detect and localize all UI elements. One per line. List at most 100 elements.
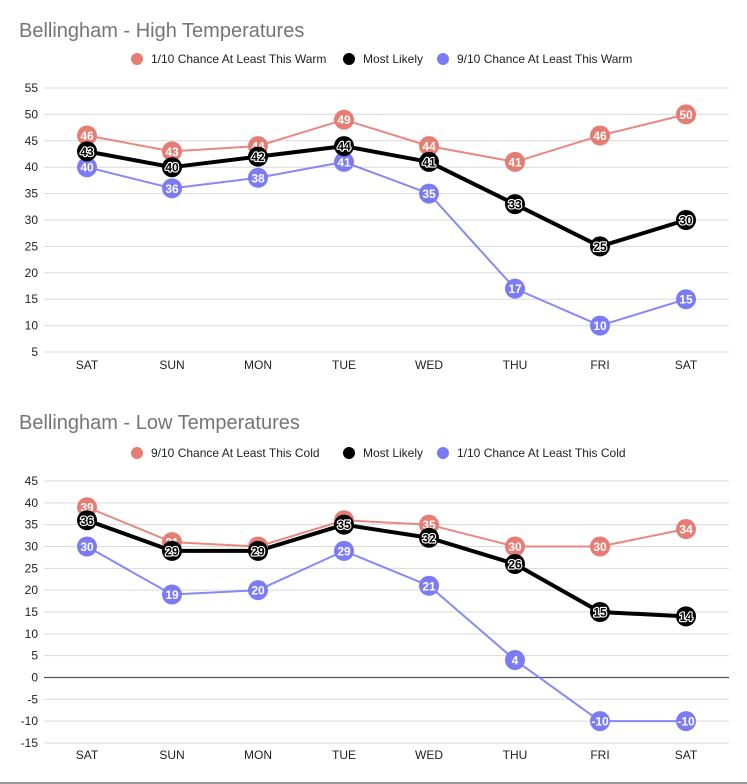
legend-item[interactable]: 1/10 Chance At Least This Cold — [437, 446, 626, 460]
legend-item[interactable]: 9/10 Chance At Least This Cold — [131, 446, 320, 460]
x-tick-label: SUN — [159, 358, 184, 372]
data-point[interactable] — [162, 141, 182, 162]
data-point[interactable] — [505, 553, 525, 574]
data-label: 50 — [679, 108, 693, 122]
data-label: 41 — [508, 155, 522, 169]
data-point[interactable] — [676, 210, 696, 230]
data-point[interactable] — [77, 157, 97, 178]
legend-item[interactable]: Most Likely — [343, 446, 423, 460]
y-tick-label: 25 — [25, 561, 39, 575]
data-point[interactable] — [590, 602, 610, 622]
chart-title-low: Bellingham - Low Temperatures — [19, 412, 300, 434]
data-point[interactable] — [248, 167, 268, 188]
y-tick-label: 30 — [25, 540, 39, 554]
data-label: 36 — [80, 514, 94, 528]
data-point[interactable] — [248, 540, 268, 561]
y-tick-label: 10 — [25, 627, 39, 641]
legend-item[interactable]: 1/10 Chance At Least This Warm — [131, 52, 326, 66]
data-point[interactable] — [334, 109, 354, 130]
data-label: 41 — [337, 155, 351, 169]
chart-title-high: Bellingham - High Temperatures — [19, 20, 305, 42]
data-point[interactable] — [590, 536, 610, 557]
data-point[interactable] — [419, 527, 439, 548]
data-point[interactable] — [248, 146, 268, 167]
data-label: 25 — [593, 240, 607, 254]
series-line — [86, 144, 687, 249]
x-tick-label: THU — [503, 748, 528, 762]
y-tick-label: 5 — [31, 345, 38, 359]
data-label: 26 — [508, 557, 522, 571]
data-point[interactable] — [590, 125, 610, 146]
data-point[interactable] — [676, 289, 696, 310]
legend-label: 1/10 Chance At Least This Cold — [457, 446, 626, 460]
series-line — [86, 518, 687, 619]
data-point[interactable] — [676, 519, 696, 540]
data-label: 4 — [512, 654, 519, 668]
data-label: 41 — [422, 155, 436, 169]
x-tick-label: WED — [415, 358, 443, 372]
x-tick-label: SAT — [675, 358, 698, 372]
y-tick-label: -15 — [21, 736, 39, 750]
legend-marker-icon — [131, 53, 143, 65]
data-label: 21 — [422, 579, 436, 593]
legend-item[interactable]: 9/10 Chance At Least This Warm — [437, 52, 632, 66]
x-tick-label: FRI — [590, 748, 609, 762]
data-point[interactable] — [676, 711, 696, 732]
data-point[interactable] — [77, 125, 97, 146]
data-point[interactable] — [334, 540, 354, 561]
data-point[interactable] — [334, 136, 354, 157]
data-label: 15 — [679, 293, 693, 307]
data-point[interactable] — [419, 575, 439, 596]
data-label: 40 — [80, 161, 94, 175]
data-point[interactable] — [419, 183, 439, 204]
series-line — [86, 160, 687, 327]
x-tick-label: FRI — [590, 358, 609, 372]
data-point[interactable] — [419, 151, 439, 172]
data-label: 29 — [165, 544, 179, 558]
data-point[interactable] — [334, 151, 354, 172]
x-tick-label: WED — [415, 748, 443, 762]
data-point[interactable] — [77, 510, 97, 531]
data-point[interactable] — [676, 606, 696, 627]
data-label: 35 — [337, 518, 351, 532]
y-tick-label: 0 — [31, 671, 38, 685]
y-tick-label: 10 — [25, 319, 39, 333]
legend-marker-icon — [343, 447, 355, 459]
data-point[interactable] — [505, 536, 525, 557]
data-point[interactable] — [419, 136, 439, 157]
y-tick-label: 35 — [25, 518, 39, 532]
data-point[interactable] — [505, 194, 525, 215]
data-label: 33 — [508, 198, 522, 212]
data-point[interactable] — [77, 141, 97, 162]
y-tick-label: 40 — [25, 160, 39, 174]
data-point[interactable] — [334, 514, 354, 535]
data-point[interactable] — [162, 584, 182, 605]
data-point[interactable] — [162, 157, 182, 178]
legend-label: Most Likely — [363, 446, 423, 460]
x-tick-label: MON — [244, 748, 272, 762]
x-tick-label: TUE — [332, 748, 356, 762]
bottom-divider — [0, 782, 747, 784]
series-line — [86, 113, 687, 163]
legend-label: 1/10 Chance At Least This Warm — [151, 52, 326, 66]
data-label: 36 — [165, 182, 179, 196]
data-label: 30 — [508, 540, 522, 554]
data-point[interactable] — [505, 650, 525, 671]
data-point[interactable] — [162, 178, 182, 199]
data-point[interactable] — [162, 540, 182, 561]
y-tick-label: 40 — [25, 496, 39, 510]
y-tick-label: -5 — [27, 692, 38, 706]
data-point[interactable] — [77, 536, 97, 557]
data-point[interactable] — [248, 580, 268, 601]
x-tick-label: TUE — [332, 358, 356, 372]
data-point[interactable] — [505, 151, 525, 172]
data-point[interactable] — [505, 278, 525, 299]
data-label: 29 — [337, 544, 351, 558]
data-point[interactable] — [590, 236, 610, 257]
data-point[interactable] — [676, 104, 696, 125]
data-point[interactable] — [590, 711, 610, 732]
data-point[interactable] — [590, 315, 610, 336]
legend-item[interactable]: Most Likely — [343, 52, 423, 66]
legend-label: 9/10 Chance At Least This Cold — [151, 446, 320, 460]
legend-marker-icon — [343, 53, 355, 65]
